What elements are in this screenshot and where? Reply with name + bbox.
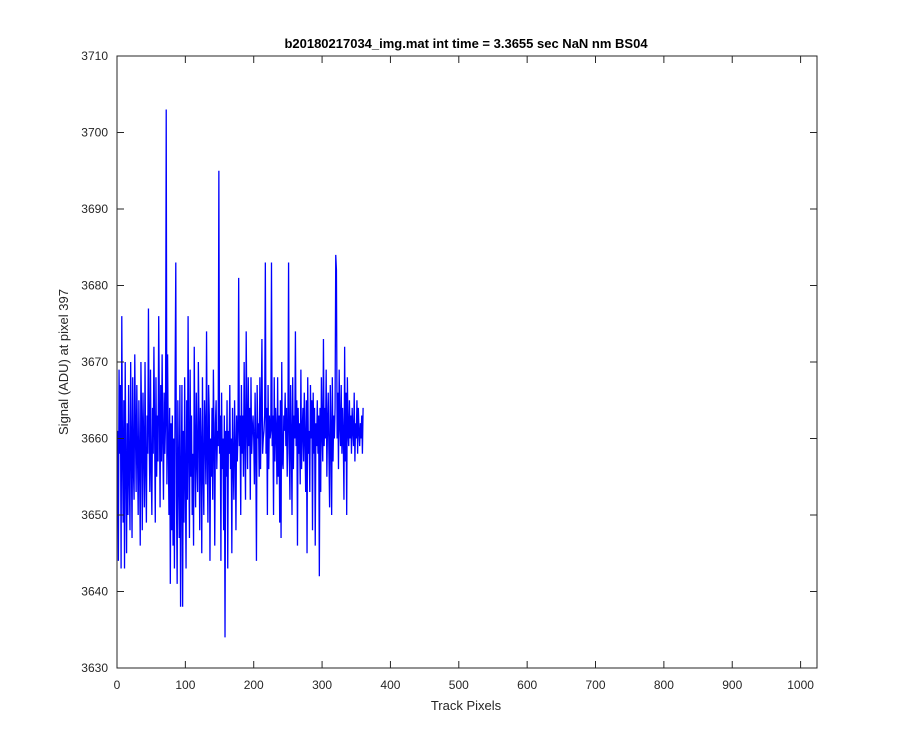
x-tick-label: 600: [517, 678, 537, 692]
y-tick-label: 3650: [81, 508, 108, 522]
y-axis-label: Signal (ADU) at pixel 397: [56, 289, 71, 435]
y-tick-label: 3670: [81, 355, 108, 369]
x-tick-label: 700: [586, 678, 606, 692]
y-tick-label: 3660: [81, 432, 108, 446]
x-tick-label: 500: [449, 678, 469, 692]
y-tick-label: 3680: [81, 279, 108, 293]
x-tick-label: 800: [654, 678, 674, 692]
x-tick-label: 0: [114, 678, 121, 692]
x-tick-label: 100: [175, 678, 195, 692]
y-tick-label: 3710: [81, 49, 108, 63]
x-tick-label: 1000: [787, 678, 814, 692]
y-tick-label: 3690: [81, 202, 108, 216]
x-tick-label: 900: [722, 678, 742, 692]
x-axis-label: Track Pixels: [431, 698, 502, 713]
plot-area: [117, 56, 817, 668]
y-tick-label: 3700: [81, 126, 108, 140]
plot-background: [117, 56, 817, 668]
series-line-1: [117, 109, 364, 638]
x-tick-label: 200: [244, 678, 264, 692]
y-tick-label: 3630: [81, 661, 108, 675]
chart-title: b20180217034_img.mat int time = 3.3655 s…: [284, 36, 648, 51]
axis-ticks: 0 100 200 300 400 500 600 700 800 900 1000 3630 3640…: [81, 49, 818, 692]
x-tick-label: 400: [380, 678, 400, 692]
x-tick-label: 300: [312, 678, 332, 692]
y-tick-label: 3640: [81, 585, 108, 599]
